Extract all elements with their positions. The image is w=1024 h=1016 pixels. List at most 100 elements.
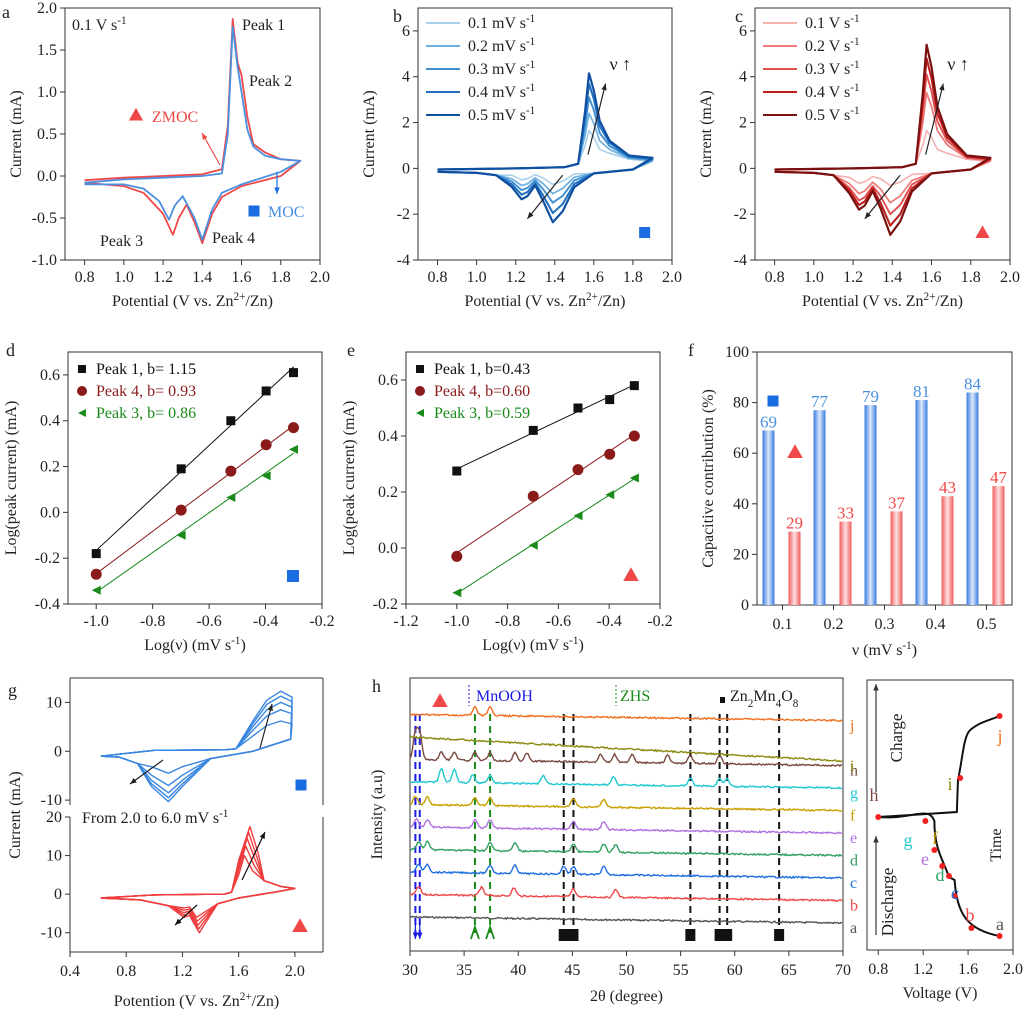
- x-tick-label: 65: [781, 962, 797, 979]
- zmoc-label: ZMOC: [152, 109, 198, 126]
- x-tick-label: 0.4: [926, 616, 946, 633]
- zhs-marker-icon: [470, 924, 480, 940]
- state-point-i: [957, 775, 964, 781]
- x-axis-label: Potential (V vs. Zn2+/Zn): [802, 291, 963, 310]
- trace-label-b: b: [850, 898, 858, 915]
- y-tick-label: 80: [733, 395, 749, 412]
- cv-curve-zmoc: [100, 845, 296, 922]
- plot-frame: [64, 7, 321, 261]
- legend-marker: [416, 365, 424, 373]
- y-tick-label: 2: [739, 115, 747, 132]
- x-tick-label: 1.0: [114, 269, 134, 286]
- x-tick-label: 1.4: [192, 269, 212, 286]
- peak-4-label: Peak 4: [212, 230, 255, 247]
- data-point: [605, 490, 615, 500]
- x-tick-label: -1.2: [393, 613, 418, 630]
- zmoc-triangle-icon: [432, 693, 448, 707]
- x-tick-label: 1.2: [913, 961, 933, 978]
- x-tick-label: 0.1: [773, 616, 793, 633]
- legend-marker: [77, 386, 87, 396]
- panel-d: -1.0 -0.8 -0.6 -0.4 -0.2 -0.4 -0.2 0.0 0.2 0.4 0.6…: [3, 351, 335, 654]
- x-tick-label: -0.8: [495, 613, 520, 630]
- legend-marker: [415, 386, 425, 396]
- bar-moc: [813, 410, 826, 605]
- trace-label-e: e: [850, 830, 857, 847]
- x-tick-label: 1.8: [623, 269, 643, 286]
- x-tick-label: 0.5: [977, 616, 997, 633]
- state-label-f: f: [932, 828, 938, 848]
- data-point: [452, 466, 462, 476]
- bar-moc: [966, 392, 979, 605]
- scan-rate-arrow-head: [130, 778, 137, 784]
- x-tick-label: 1.2: [506, 269, 526, 286]
- xrd-trace-f: [409, 795, 843, 812]
- scan-rate-label: 0.1 V s-1: [72, 15, 127, 34]
- panel-letter-f: f: [688, 340, 694, 360]
- zn2mn4o8-marker-icon: [714, 929, 725, 941]
- legend-label: 0.4 V s-1: [805, 82, 860, 101]
- mnooh-marker-icon-head: [412, 932, 419, 939]
- trace-label-j: j: [849, 718, 854, 735]
- x-tick-label: -0.4: [597, 613, 622, 630]
- nu-arrow-label: ν ↑: [609, 54, 631, 74]
- scan-range-label: From 2.0 to 6.0 mV s-1: [82, 808, 228, 827]
- zmoc-triangle-icon: [128, 107, 144, 121]
- square-icon: [639, 227, 651, 239]
- panel-b: 0.8 1.0 1.2 1.4 1.6 1.8 2.0 -4 -2 0 2 4 6 Potential (…: [361, 7, 682, 310]
- x-tick-label: 2.0: [1003, 961, 1023, 978]
- state-point-e: [939, 863, 946, 869]
- y-tick-label: -2: [397, 206, 410, 223]
- trace-label-g: g: [850, 785, 858, 802]
- state-point-g: [922, 818, 929, 824]
- panel-g: -10 0 10 -10 0 10 20 0.4 0.8 1.2 1.6 2.0 From 2.0 to…: [7, 677, 324, 1010]
- data-point: [261, 471, 271, 481]
- x-tick-label: 0.8: [765, 269, 785, 286]
- xrd-trace-a: [409, 915, 843, 925]
- legend-label: 0.1 mV s-1: [468, 13, 535, 32]
- zhs-marker-icon: [485, 924, 495, 940]
- trace-label-h: h: [850, 763, 858, 780]
- x-axis-label: Log(ν) (mV s-1): [144, 635, 246, 654]
- zn2mn4o8-marker-icon: [685, 929, 696, 941]
- y-tick-label: 100: [725, 344, 749, 361]
- plot-frame: [866, 679, 1014, 951]
- x-tick-label: 2.0: [1000, 269, 1020, 286]
- x-tick-label: 0.8: [75, 269, 95, 286]
- y-tick-label: -0.2: [373, 596, 398, 613]
- x-tick-label: 0.2: [824, 616, 844, 633]
- y-tick-label: 10: [46, 694, 62, 711]
- x-tick-label: 1.4: [882, 269, 902, 286]
- state-point-d: [945, 873, 952, 879]
- scan-rate-arrow-head: [267, 704, 273, 711]
- fit-line: [95, 424, 295, 575]
- y-tick-label: 0.6: [40, 367, 60, 384]
- state-point-a: [996, 933, 1003, 939]
- y-tick-label: 0: [402, 160, 410, 177]
- x-axis-label: Potention (V vs. Zn2+/Zn): [114, 991, 279, 1010]
- cv-curve-moc: [84, 25, 302, 241]
- trace-label-c: c: [850, 875, 857, 892]
- xrd-trace-c: [409, 863, 843, 880]
- bar-value-label: 29: [786, 514, 803, 533]
- data-point: [629, 473, 639, 483]
- moc-square-icon: [287, 570, 299, 582]
- x-tick-label: 2.0: [662, 269, 682, 286]
- legend-label: 0.5 V s-1: [805, 105, 860, 124]
- scan-rate-arrow-up-head: [939, 83, 945, 91]
- y-tick-label: 0.0: [378, 540, 398, 557]
- scan-rate-arrow: [129, 759, 164, 785]
- x-tick-label: 1.2: [843, 269, 863, 286]
- y-tick-label: -4: [397, 252, 410, 269]
- data-point: [288, 368, 298, 378]
- state-label-a: a: [996, 914, 1004, 934]
- legend-label: Peak 1, b=0.43: [434, 361, 530, 378]
- xrd-trace-g: [409, 767, 843, 790]
- legend-label: 0.3 mV s-1: [468, 59, 535, 78]
- x-axis-label: 2θ (degree): [590, 988, 663, 1005]
- cv-curve: [774, 43, 992, 236]
- state-point-b: [968, 925, 975, 931]
- state-point-f: [931, 847, 938, 853]
- state-label-j: j: [996, 726, 1002, 746]
- panel-c: 0.8 1.0 1.2 1.4 1.6 1.8 2.0 -4 -2 0 2 4 6 Potential (…: [698, 7, 1020, 310]
- y-axis-label: Capacitive contribution (%): [700, 389, 717, 568]
